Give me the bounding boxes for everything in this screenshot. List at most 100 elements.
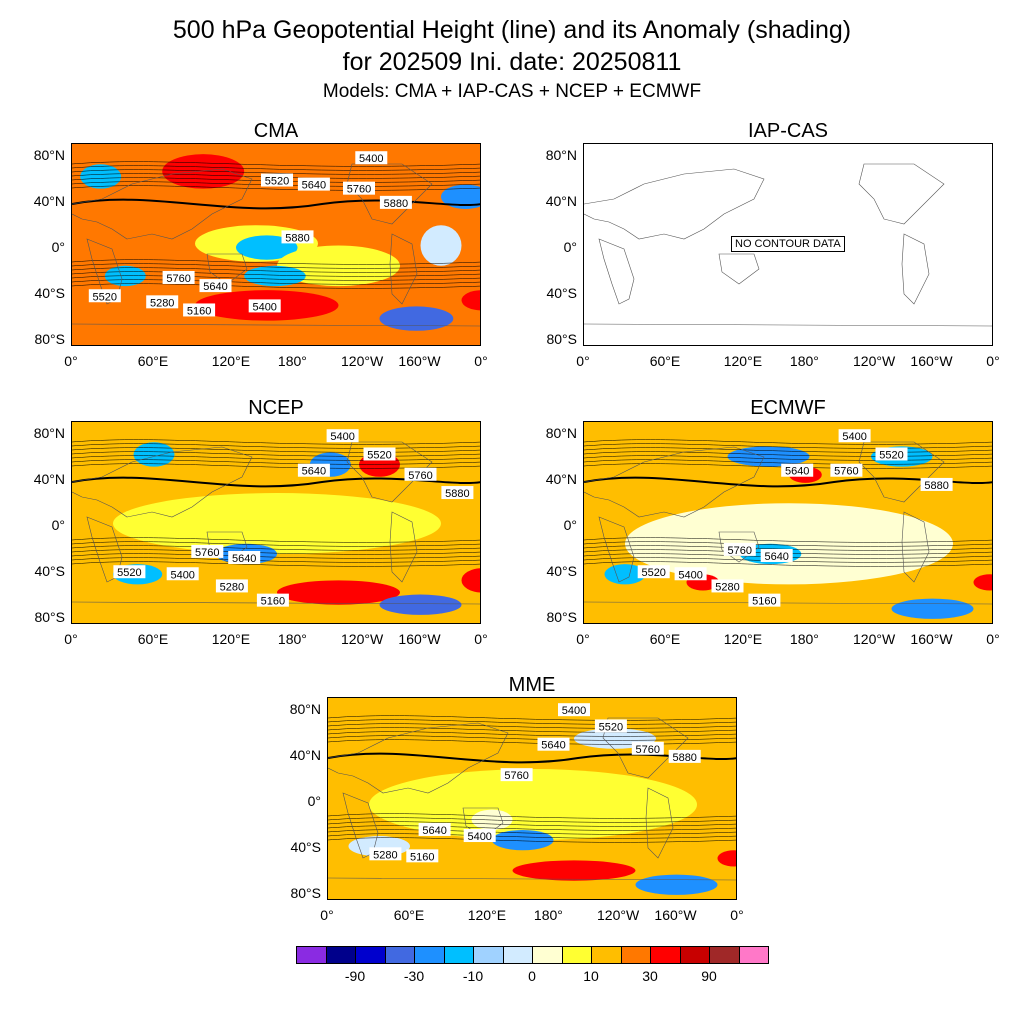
latitude-label: 0° <box>307 793 321 809</box>
panel-title-ecmwf: ECMWF <box>750 397 826 419</box>
map-panel-ncep: 5400 5520 5640 5760 5880 5760 5640 5520 5400 5280… <box>71 421 481 624</box>
latitude-label: 40°N <box>545 193 577 209</box>
longitude-label: 120°E <box>211 353 251 369</box>
anomaly-shading <box>369 769 697 841</box>
panel-title-cma: CMA <box>253 120 299 142</box>
height-contour <box>72 463 480 469</box>
longitude-label: 0° <box>576 353 590 369</box>
svg-text:5520: 5520 <box>93 291 117 303</box>
svg-text:5880: 5880 <box>445 488 469 500</box>
anomaly-shading <box>133 442 175 467</box>
coastline <box>584 601 992 605</box>
colorbar-swatch <box>561 946 592 964</box>
svg-text:5400: 5400 <box>562 705 586 717</box>
contour-label: 5280 <box>215 579 248 593</box>
anomaly-shading <box>379 594 462 615</box>
panel-title-iap-cas: IAP-CAS <box>747 120 829 142</box>
latitude-label: 40°S <box>546 563 577 579</box>
height-contour <box>584 557 992 563</box>
svg-text:5280: 5280 <box>220 581 244 593</box>
contour-label: 5520 <box>637 565 670 579</box>
colorbar-label: -10 <box>462 968 484 984</box>
map-svg: 5400 5520 5640 5760 5880 5880 5760 5640 5520 5280… <box>72 144 480 345</box>
svg-text:5280: 5280 <box>150 297 174 309</box>
contour-label: 5640 <box>537 737 570 752</box>
contour-label: 5280 <box>711 579 744 593</box>
height-contour <box>72 455 480 461</box>
contour-label: 5760 <box>343 181 375 196</box>
contour-label: 5640 <box>199 279 232 293</box>
latitude-label: 80°S <box>290 885 321 901</box>
latitude-label: 80°S <box>546 331 577 347</box>
coastline <box>901 233 930 305</box>
colorbar-swatch <box>414 946 445 964</box>
height-contour <box>72 161 480 167</box>
svg-text:5520: 5520 <box>117 567 141 579</box>
longitude-label: 160°W <box>398 353 441 369</box>
latitude-label: 40°N <box>33 193 65 209</box>
contour-label: 5280 <box>146 295 179 309</box>
height-contour <box>328 813 736 819</box>
contour-label: 5760 <box>723 542 756 557</box>
anomaly-shading <box>379 306 454 331</box>
contour-label: 5400 <box>674 567 707 581</box>
latitude-label: 40°S <box>34 285 65 301</box>
contour-label: 5280 <box>369 847 402 861</box>
longitude-label: 60°E <box>137 353 169 369</box>
svg-text:5760: 5760 <box>834 466 858 478</box>
longitude-label: 180° <box>533 907 563 923</box>
anomaly-shading <box>461 290 480 311</box>
contour-label: 5520 <box>363 447 396 461</box>
anomaly-shading <box>461 568 480 593</box>
contour-label: 5760 <box>500 768 533 782</box>
colorbar-swatch <box>443 946 474 964</box>
latitude-label: 80°N <box>33 425 65 441</box>
coastline <box>598 516 635 583</box>
anomaly-shading <box>162 154 245 189</box>
anomaly-shading <box>727 446 810 467</box>
latitude-label: 80°N <box>545 147 577 163</box>
height-contour <box>584 455 992 461</box>
longitude-label: 120°W <box>853 631 896 647</box>
coastline <box>584 168 765 240</box>
height-contour <box>584 451 992 457</box>
coastline <box>72 446 253 518</box>
svg-text:5160: 5160 <box>261 596 285 608</box>
height-contour <box>72 545 480 551</box>
map-svg: 5400 5520 5640 5760 5880 5760 5640 5400 5280 5160 <box>328 698 736 899</box>
svg-text:5400: 5400 <box>678 569 702 581</box>
height-contour <box>584 463 992 469</box>
svg-text:5880: 5880 <box>384 198 408 210</box>
longitude-label: 120°W <box>341 631 384 647</box>
svg-text:5640: 5640 <box>422 825 446 837</box>
map-panel-cma: 5400 5520 5640 5760 5880 5880 5760 5640 5520 5280… <box>71 143 481 346</box>
colorbar-swatch <box>355 946 386 964</box>
latitude-label: 80°N <box>33 147 65 163</box>
longitude-label: 120°E <box>211 631 251 647</box>
longitude-label: 0° <box>320 907 334 923</box>
colorbar-swatch <box>296 946 327 964</box>
height-contour <box>328 735 736 741</box>
coastline <box>342 792 379 859</box>
contour-label: 5880 <box>281 230 314 244</box>
anomaly-shading <box>512 860 636 881</box>
contour-label: 5760 <box>631 741 664 756</box>
colorbar-swatch <box>620 946 651 964</box>
anomaly-shading <box>891 598 974 619</box>
coastline <box>206 253 248 285</box>
anomaly-shading <box>277 580 400 605</box>
height-contour <box>72 447 480 453</box>
svg-text:5160: 5160 <box>410 851 434 863</box>
contour-label: 5640 <box>297 177 330 192</box>
contour-label: 5640 <box>418 822 451 837</box>
svg-text:5760: 5760 <box>636 744 660 756</box>
longitude-label: 180° <box>277 353 307 369</box>
svg-text:5760: 5760 <box>728 545 752 557</box>
colorbar-label: 0 <box>528 968 536 984</box>
anomaly-shading <box>625 503 953 585</box>
svg-text:5640: 5640 <box>203 281 227 293</box>
longitude-label: 180° <box>277 631 307 647</box>
height-contour <box>584 561 992 567</box>
contour-label: 5640 <box>760 548 793 563</box>
svg-text:5400: 5400 <box>330 431 354 443</box>
